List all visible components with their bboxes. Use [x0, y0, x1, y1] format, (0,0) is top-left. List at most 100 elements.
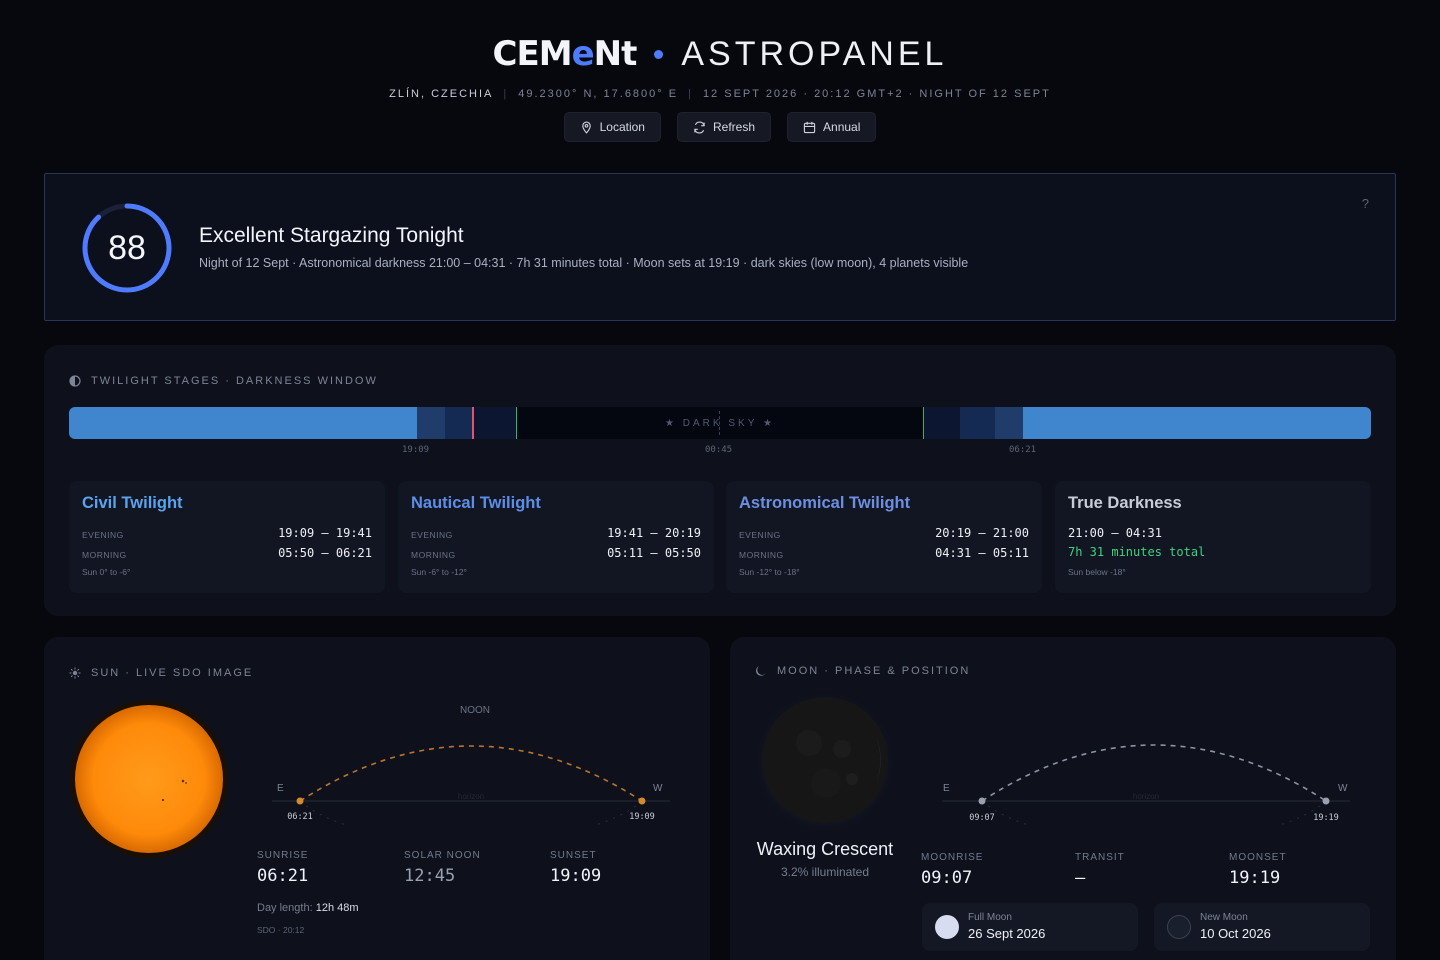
darkness-total: 7h 31 minutes total [1068, 545, 1206, 559]
morning-label: MORNING [411, 550, 456, 560]
new-moon-icon [1167, 915, 1191, 939]
half-circle-icon [69, 375, 81, 387]
sun-path-chart: NOON horizon E W 06:21 19:09 [272, 705, 670, 826]
moonset-marker [1322, 797, 1330, 805]
timeline-dark-start [516, 407, 517, 439]
sunrise-time: 06:21 [257, 866, 309, 886]
full-moon-date: 26 Sept 2026 [968, 926, 1046, 941]
morning-label: MORNING [739, 550, 784, 560]
sdo-sun-image [70, 700, 228, 858]
transit-time: – [1075, 868, 1086, 888]
twilight-timeline: ★ DARK SKY ★ [69, 407, 1371, 439]
location-button[interactable]: Location [563, 112, 661, 142]
evening-label: EVENING [82, 530, 124, 540]
map-pin-icon [581, 121, 591, 134]
evening-label: EVENING [739, 530, 781, 540]
moon-panel: MOON · PHASE & POSITION Waxing Crescent … [730, 637, 1396, 960]
sunrise-marker [296, 797, 304, 805]
morning-range: 05:11 – 05:50 [607, 546, 701, 560]
horizon-label: horizon [458, 792, 484, 801]
day-length-label: Day length: [257, 902, 313, 914]
solar-noon-label: SOLAR NOON [404, 850, 481, 861]
card-footnote: Sun below -18° [1068, 567, 1126, 577]
moon-phase-name: Waxing Crescent [756, 839, 894, 859]
below-horizon-arc [981, 800, 1327, 826]
card-title: True Darkness [1068, 494, 1182, 512]
timeline-nautical-morning [960, 407, 995, 439]
twilight-panel-label: TWILIGHT STAGES · DARKNESS WINDOW [69, 375, 378, 387]
morning-label: MORNING [82, 550, 127, 560]
card-title: Nautical Twilight [411, 494, 541, 512]
moonrise-label: MOONRISE [921, 852, 984, 863]
timeline-dark-end [923, 407, 924, 439]
card-title: Civil Twilight [82, 494, 183, 512]
morning-range: 04:31 – 05:11 [935, 546, 1029, 560]
timeline-midnight [719, 411, 720, 435]
horizon-label: horizon [1133, 792, 1159, 801]
separator: | [688, 88, 693, 100]
brand-logo: CEMeNt [492, 34, 638, 74]
timeline-day-morning [1023, 407, 1371, 439]
location-button-label: Location [599, 120, 645, 134]
full-moon-icon [935, 915, 959, 939]
annual-button-label: Annual [823, 120, 861, 134]
card-footnote: Sun -6° to -12° [411, 567, 467, 577]
true-darkness-card: True Darkness 21:00 – 04:31 7h 31 minute… [1055, 481, 1371, 593]
day-length: Day length: 12h 48m [257, 902, 359, 914]
moonset-label: MOONSET [1229, 852, 1287, 863]
moonset-time: 19:19 [1229, 868, 1281, 888]
tick-midnight: 00:45 [705, 445, 733, 455]
location-subline: ZLÍN, CZECHIA | 49.2300° N, 17.6800° E |… [0, 88, 1440, 100]
header: CEMeNt ASTROPANEL ZLÍN, CZECHIA | 49.230… [0, 0, 1440, 142]
moon-illumination: 3.2% illuminated [780, 865, 870, 879]
timeline-now-marker [472, 407, 474, 439]
refresh-button-label: Refresh [712, 120, 756, 134]
timeline-astro-morning [924, 407, 960, 439]
day-length-value: 12h 48m [315, 902, 359, 914]
sdo-timestamp: SDO · 20:12 [257, 925, 305, 935]
nautical-twilight-card: Nautical Twilight EVENING 19:41 – 20:19 … [398, 481, 714, 593]
darkness-range: 21:00 – 04:31 [1068, 526, 1162, 540]
new-moon-date: 10 Oct 2026 [1200, 926, 1271, 941]
timeline-civil-evening [417, 407, 445, 439]
annual-button[interactable]: Annual [787, 112, 877, 142]
new-moon-card: New Moon 10 Oct 2026 [1154, 903, 1370, 951]
evening-range: 19:09 – 19:41 [278, 526, 372, 540]
title-dot [654, 49, 664, 59]
transit-label: TRANSIT [1075, 852, 1125, 863]
tick-sunrise: 06:21 [1009, 445, 1037, 455]
moon-arc [981, 744, 1327, 802]
evening-label: EVENING [411, 530, 453, 540]
moon-phase-image [754, 691, 896, 833]
moon-path-chart: horizon E W 09:07 19:19 [942, 744, 1350, 826]
timeline-nautical-evening [445, 407, 473, 439]
timeline-civil-morning [995, 407, 1023, 439]
moon-panel-label: MOON · PHASE & POSITION [755, 665, 970, 677]
new-moon-label: New Moon [1200, 912, 1248, 923]
separator: | [503, 88, 509, 100]
dark-sky-label: ★ DARK SKY ★ [665, 417, 775, 429]
title-row: CEMeNt ASTROPANEL [0, 34, 1440, 74]
below-horizon-arc [299, 800, 643, 826]
east-label: E [277, 783, 284, 794]
card-footnote: Sun 0° to -6° [82, 567, 131, 577]
location-name: ZLÍN, CZECHIA [389, 88, 494, 100]
calendar-icon [803, 121, 816, 133]
sunset-marker [638, 797, 646, 805]
west-label: W [1338, 783, 1348, 794]
noon-label: NOON [460, 705, 490, 716]
evening-range: 20:19 – 21:00 [935, 526, 1029, 540]
toolbar: Location Refresh Annual [0, 112, 1440, 142]
timeline-day-evening [69, 407, 417, 439]
moonrise-time: 09:07 [921, 868, 973, 888]
refresh-button[interactable]: Refresh [676, 112, 772, 142]
tick-sunset: 19:09 [402, 445, 430, 455]
solar-noon-time: 12:45 [404, 866, 456, 886]
help-button[interactable]: ? [1361, 196, 1369, 211]
moonrise-marker [978, 797, 986, 805]
moon-label-text: MOON · PHASE & POSITION [777, 665, 971, 677]
sun-icon [69, 667, 81, 679]
score-description: Night of 12 Sept · Astronomical darkness… [199, 256, 969, 270]
score-value: 88 [108, 228, 146, 267]
civil-twilight-card: Civil Twilight EVENING 19:09 – 19:41 MOR… [69, 481, 385, 593]
